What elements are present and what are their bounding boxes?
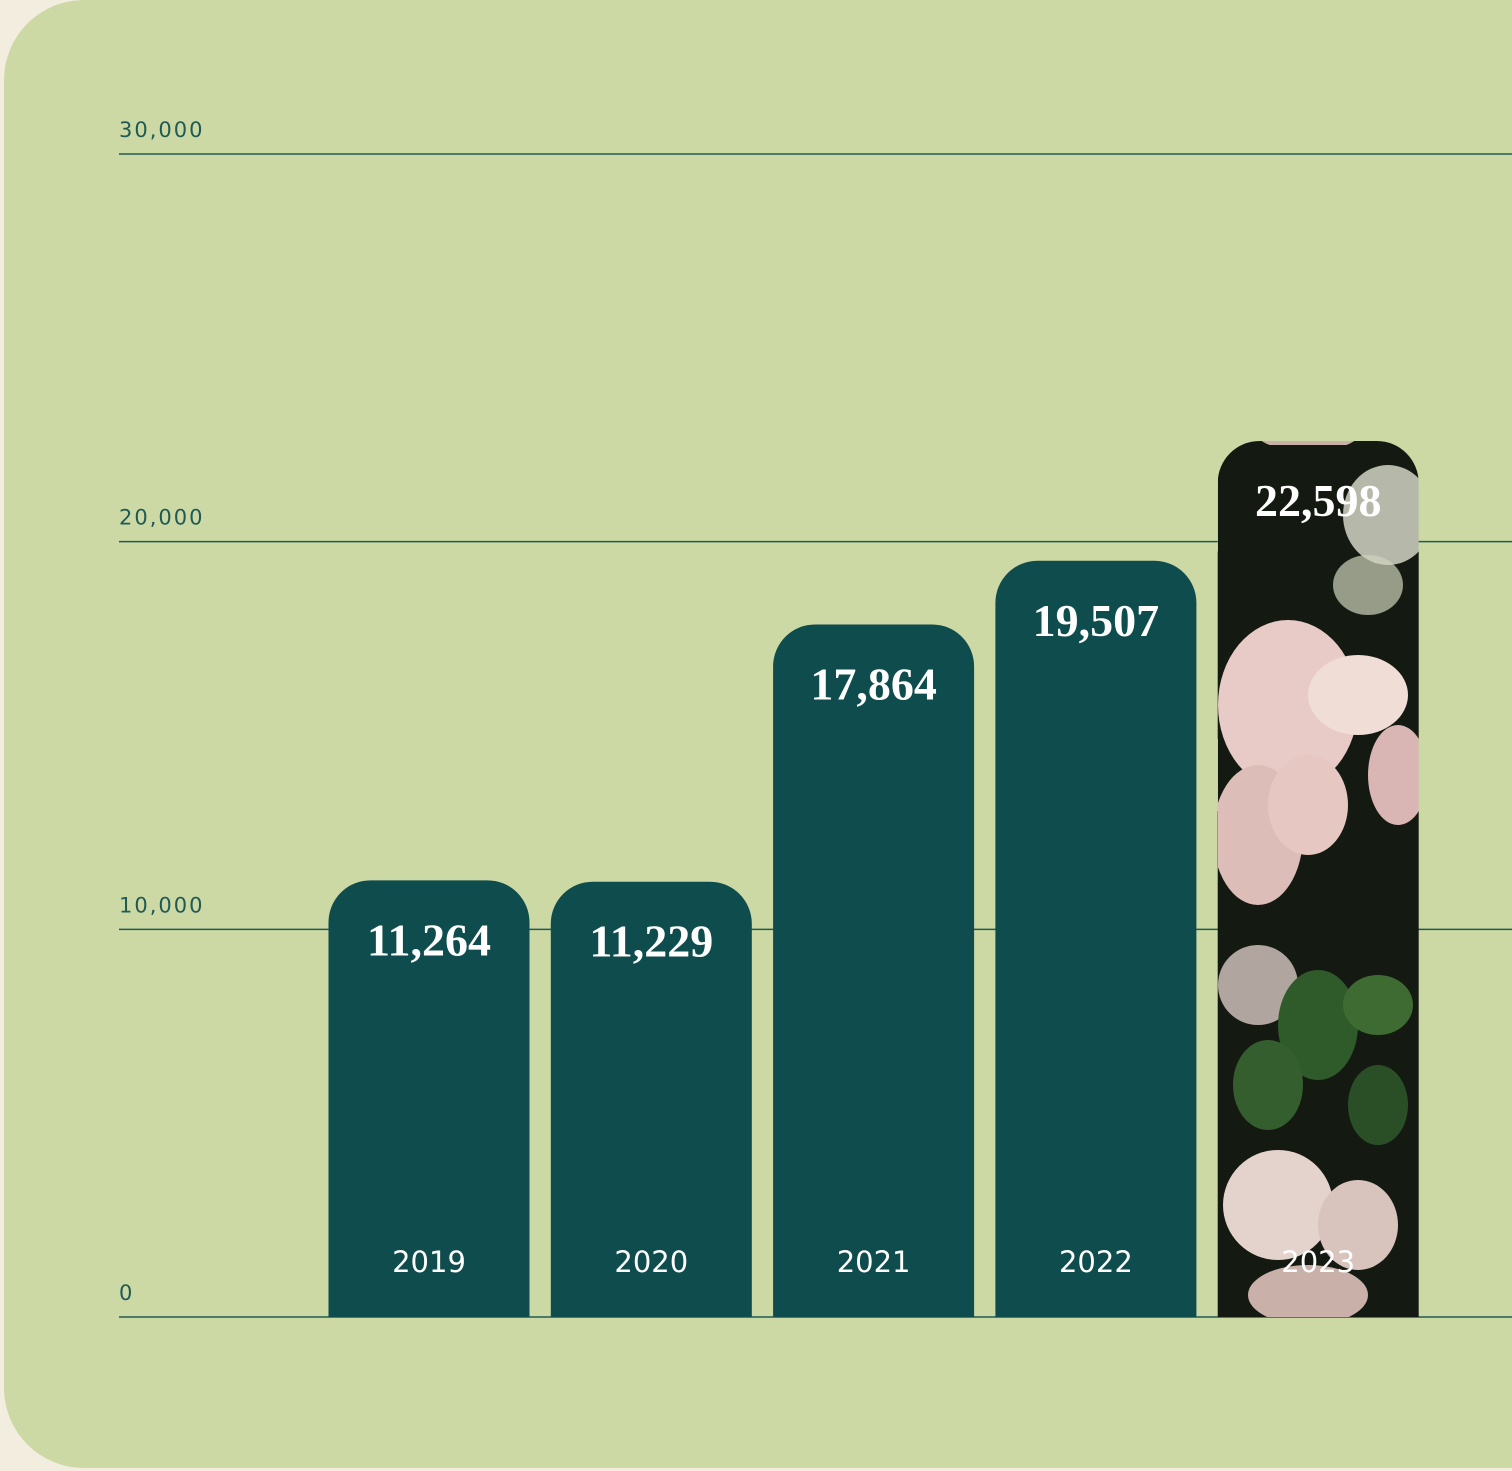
x-tick-label: 2019 xyxy=(392,1245,466,1279)
bar xyxy=(773,624,975,1317)
y-tick-label: 0 xyxy=(119,1281,134,1305)
value-label: 19,507 xyxy=(1033,595,1160,646)
x-tick-label: 2022 xyxy=(1059,1245,1133,1279)
bar xyxy=(1217,440,1419,1317)
x-tick-label: 2021 xyxy=(837,1245,911,1279)
value-label: 22,598 xyxy=(1255,475,1382,526)
value-label: 17,864 xyxy=(810,658,937,709)
bar xyxy=(995,560,1197,1317)
y-tick-label: 30,000 xyxy=(119,118,204,142)
x-tick-label: 2020 xyxy=(614,1245,688,1279)
value-label: 11,229 xyxy=(589,916,713,967)
y-tick-label: 10,000 xyxy=(119,893,204,917)
x-tick-label: 2023 xyxy=(1281,1245,1355,1279)
bar xyxy=(550,881,752,1317)
value-label: 11,264 xyxy=(367,914,491,965)
y-tick-label: 20,000 xyxy=(119,506,204,530)
bar xyxy=(328,880,530,1317)
